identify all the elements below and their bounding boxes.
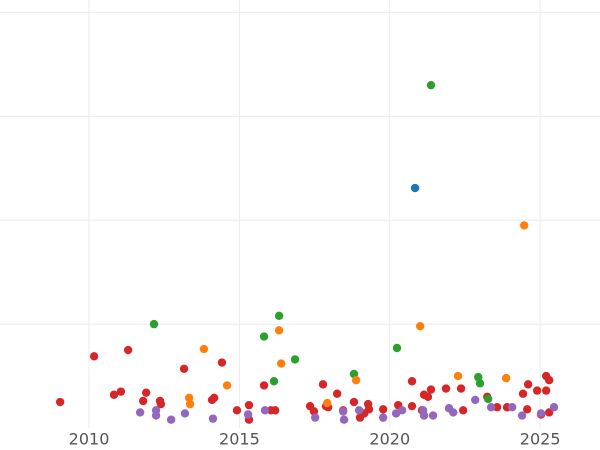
point	[151, 411, 161, 420]
point	[501, 373, 511, 383]
point	[407, 401, 417, 411]
point	[166, 415, 176, 424]
point	[274, 326, 284, 335]
point	[332, 389, 342, 398]
point	[351, 376, 361, 385]
point	[244, 400, 254, 410]
point	[55, 397, 65, 407]
point	[449, 408, 458, 417]
point	[426, 385, 436, 394]
point	[209, 393, 219, 403]
point	[523, 405, 532, 414]
point	[260, 406, 270, 415]
x-tick-label: 2025	[520, 430, 561, 449]
point	[243, 410, 253, 419]
point	[141, 388, 151, 397]
point	[410, 183, 420, 193]
point	[549, 403, 559, 412]
x-tick-label: 2010	[69, 430, 110, 449]
point	[309, 407, 319, 416]
point	[470, 395, 480, 405]
point	[310, 413, 320, 422]
point	[364, 405, 374, 414]
point	[123, 345, 133, 355]
point	[259, 381, 269, 390]
point	[456, 384, 466, 393]
point	[290, 355, 300, 364]
point	[180, 409, 190, 418]
point	[222, 381, 232, 390]
point	[378, 405, 388, 414]
x-tick-label: 2015	[219, 430, 260, 449]
point	[338, 407, 348, 416]
point	[415, 321, 425, 331]
point	[419, 411, 429, 420]
point	[453, 371, 463, 381]
point	[270, 406, 280, 415]
point	[428, 411, 438, 420]
point	[156, 399, 166, 409]
point	[89, 352, 99, 361]
point	[274, 311, 284, 321]
point	[318, 380, 328, 389]
point	[492, 403, 502, 412]
point	[475, 379, 485, 388]
point	[232, 406, 242, 415]
point	[423, 392, 433, 402]
point	[426, 80, 436, 90]
point	[109, 390, 119, 399]
point	[518, 389, 528, 398]
point	[354, 406, 364, 415]
point	[378, 413, 388, 422]
point	[544, 376, 554, 385]
point	[407, 377, 417, 386]
point	[339, 415, 349, 424]
point	[532, 386, 542, 395]
point	[517, 411, 527, 420]
point	[149, 319, 159, 329]
point	[259, 332, 269, 341]
point	[184, 393, 194, 403]
point	[520, 221, 529, 230]
point	[217, 358, 227, 367]
point	[536, 409, 546, 418]
point	[458, 406, 468, 415]
point	[277, 359, 286, 368]
point	[116, 387, 126, 396]
point	[269, 377, 279, 386]
point	[441, 384, 451, 393]
point	[323, 398, 332, 408]
point	[199, 344, 209, 354]
point	[185, 399, 195, 409]
point	[523, 380, 533, 389]
point	[397, 406, 407, 415]
point	[486, 403, 496, 412]
x-tick-label: 2020	[369, 430, 410, 449]
point	[138, 396, 148, 406]
point	[392, 343, 402, 353]
point	[135, 408, 145, 417]
point	[208, 414, 218, 423]
point	[349, 397, 359, 407]
point	[541, 386, 551, 395]
point	[507, 403, 517, 412]
point	[179, 364, 189, 373]
point	[483, 394, 493, 404]
